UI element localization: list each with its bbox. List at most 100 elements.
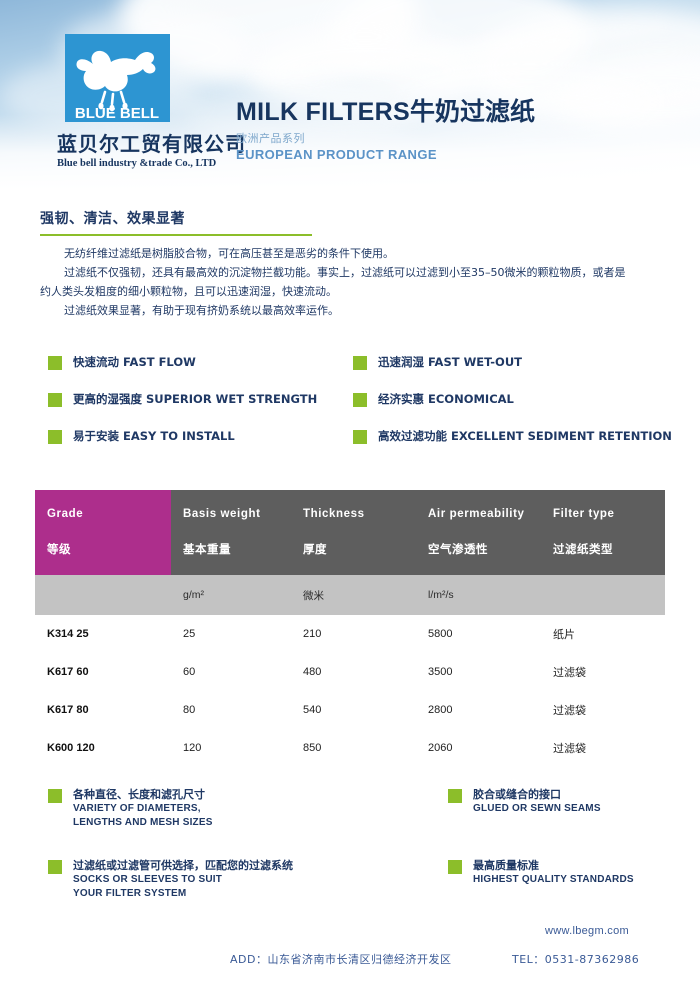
cell-filter-type: 过滤袋 — [541, 653, 665, 691]
header-en: Filter type — [553, 508, 615, 520]
header-cn: 等级 — [47, 542, 71, 556]
cell-air-permeability: 5800 — [416, 615, 541, 653]
bottom-feature-en-line1: VARIETY OF DIAMETERS, — [73, 803, 201, 814]
cell-filter-type: 过滤袋 — [541, 691, 665, 729]
table-header-filter-type: Filter type 过滤纸类型 — [541, 490, 665, 575]
cell-air-permeability: 2800 — [416, 691, 541, 729]
bullet-square-icon — [48, 393, 62, 407]
header-cn: 厚度 — [303, 542, 327, 556]
bottom-feature-item: 各种直径、长度和滤孔尺寸 VARIETY OF DIAMETERS, LENGT… — [48, 788, 448, 829]
feature-item: 高效过滤功能 EXCELLENT SEDIMENT RETENTION — [353, 429, 672, 444]
intro-paragraph: 过滤纸不仅强韧，还具有最高效的沉淀物拦截功能。事实上，过滤纸可以过滤到小至35–… — [64, 266, 626, 279]
feature-label: 易于安装 EASY TO INSTALL — [73, 429, 235, 443]
cell-grade: K617 60 — [35, 653, 171, 691]
table-row: K617 80 80 540 2800 过滤袋 — [35, 691, 665, 729]
bullet-square-icon — [353, 393, 367, 407]
company-name-cn: 蓝贝尔工贸有限公司 — [57, 132, 246, 156]
feature-row: 更高的湿强度 SUPERIOR WET STRENGTH 经济实惠 ECONOM… — [48, 392, 658, 407]
cell-grade: K600 120 — [35, 729, 171, 767]
logo-badge: BLUE BELL — [65, 34, 170, 122]
specification-table: Grade 等级 Basis weight 基本重量 Thickness 厚度 … — [35, 490, 665, 767]
feature-label: 快速流动 FAST FLOW — [73, 355, 196, 369]
logo-wordmark: BLUE BELL — [75, 105, 159, 122]
feature-list: 快速流动 FAST FLOW 迅速润湿 FAST WET-OUT 更高的湿强度 … — [48, 355, 672, 466]
unit-filter-type — [541, 575, 665, 615]
bottom-feature-cn: 各种直径、长度和滤孔尺寸 — [73, 788, 205, 801]
unit-air-permeability: l/m²/s — [416, 575, 541, 615]
bullet-square-icon — [48, 789, 62, 803]
cell-filter-type: 纸片 — [541, 615, 665, 653]
header-en: Basis weight — [183, 508, 261, 520]
cell-basis-weight: 25 — [171, 615, 291, 653]
cell-air-permeability: 2060 — [416, 729, 541, 767]
feature-label: 高效过滤功能 EXCELLENT SEDIMENT RETENTION — [378, 429, 672, 443]
cloud-streak — [250, 18, 670, 86]
bottom-feature-cn: 过滤纸或过滤管可供选择，匹配您的过滤系统 — [73, 859, 293, 872]
table-header-basis-weight: Basis weight 基本重量 — [171, 490, 291, 575]
cell-air-permeability: 3500 — [416, 653, 541, 691]
cell-thickness: 850 — [291, 729, 416, 767]
cell-filter-type: 过滤袋 — [541, 729, 665, 767]
subtitle-cn: 欧洲产品系列 — [236, 131, 305, 145]
header-cn: 基本重量 — [183, 542, 231, 556]
heading-underline — [40, 234, 312, 236]
bottom-feature-row: 各种直径、长度和滤孔尺寸 VARIETY OF DIAMETERS, LENGT… — [48, 788, 668, 829]
feature-item: 易于安装 EASY TO INSTALL — [48, 429, 353, 444]
bottom-feature-en-line1: GLUED OR SEWN SEAMS — [473, 803, 601, 814]
page-title: MILK FILTERS牛奶过滤纸 欧洲产品系列 EUROPEAN PRODUC… — [236, 98, 535, 162]
bullet-square-icon — [48, 430, 62, 444]
header-en: Grade — [47, 508, 84, 520]
bullet-square-icon — [353, 356, 367, 370]
banner-fade — [0, 114, 700, 190]
cell-basis-weight: 80 — [171, 691, 291, 729]
unit-grade — [35, 575, 171, 615]
cell-basis-weight: 60 — [171, 653, 291, 691]
unit-thickness: 微米 — [291, 575, 416, 615]
subtitle-en: EUROPEAN PRODUCT RANGE — [236, 146, 437, 162]
bottom-feature-item: 过滤纸或过滤管可供选择，匹配您的过滤系统 SOCKS OR SLEEVES TO… — [48, 859, 448, 900]
header-cn: 过滤纸类型 — [553, 542, 613, 556]
table-header-thickness: Thickness 厚度 — [291, 490, 416, 575]
footer-telephone: TEL：0531-87362986 — [512, 953, 640, 966]
cell-thickness: 480 — [291, 653, 416, 691]
table-row: K314 25 25 210 5800 纸片 — [35, 615, 665, 653]
feature-label: 迅速润湿 FAST WET-OUT — [378, 355, 522, 369]
title-cn: 牛奶过滤纸 — [409, 97, 535, 126]
cell-basis-weight: 120 — [171, 729, 291, 767]
title-line: MILK FILTERS牛奶过滤纸 — [236, 98, 535, 127]
intro-paragraph: 无纺纤维过滤纸是树脂胶合物，可在高压甚至是恶劣的条件下使用。 — [64, 247, 394, 260]
bottom-feature-en-line2: YOUR FILTER SYSTEM — [73, 888, 187, 899]
bottom-feature-item: 胶合或缝合的接口 GLUED OR SEWN SEAMS — [448, 788, 668, 829]
company-name-en: Blue bell industry &trade Co., LTD — [57, 158, 217, 169]
header-en: Air permeability — [428, 508, 525, 520]
bullet-square-icon — [448, 860, 462, 874]
brand-logo: BLUE BELL 蓝贝尔工贸有限公司 Blue bell industry &… — [57, 34, 246, 169]
feature-label: 经济实惠 ECONOMICAL — [378, 392, 514, 406]
feature-item: 更高的湿强度 SUPERIOR WET STRENGTH — [48, 392, 353, 407]
title-en: MILK FILTERS — [236, 98, 410, 126]
unit-basis-weight: g/m² — [171, 575, 291, 615]
feature-label: 更高的湿强度 SUPERIOR WET STRENGTH — [73, 392, 318, 406]
intro-paragraph: 约人类头发粗度的细小颗粒物，且可以迅速润湿，快速流动。 — [40, 285, 337, 298]
cell-grade: K617 80 — [35, 691, 171, 729]
bottom-feature-en-line1: SOCKS OR SLEEVES TO SUIT — [73, 874, 223, 885]
header-en: Thickness — [303, 508, 365, 520]
bottom-feature-text: 过滤纸或过滤管可供选择，匹配您的过滤系统 SOCKS OR SLEEVES TO… — [73, 859, 293, 900]
bottom-feature-text: 各种直径、长度和滤孔尺寸 VARIETY OF DIAMETERS, LENGT… — [73, 788, 213, 829]
intro-heading-text: 强韧、清洁、效果显著 — [40, 211, 185, 227]
cell-thickness: 210 — [291, 615, 416, 653]
bottom-feature-en-line1: HIGHEST QUALITY STANDARDS — [473, 874, 634, 885]
footer-address: ADD：山东省济南市长清区归德经济开发区 — [230, 953, 452, 966]
bullet-square-icon — [48, 860, 62, 874]
bottom-feature-cn: 最高质量标准 — [473, 859, 539, 872]
bullet-square-icon — [48, 356, 62, 370]
table-header-grade: Grade 等级 — [35, 490, 171, 575]
bottom-feature-item: 最高质量标准 HIGHEST QUALITY STANDARDS — [448, 859, 668, 900]
cow-icon: BLUE BELL — [75, 50, 159, 122]
footer-website[interactable]: www.lbegm.com — [545, 925, 629, 937]
intro-heading: 强韧、清洁、效果显著 — [40, 208, 312, 236]
table-row: K617 60 60 480 3500 过滤袋 — [35, 653, 665, 691]
feature-item: 迅速润湿 FAST WET-OUT — [353, 355, 658, 370]
bullet-square-icon — [353, 430, 367, 444]
intro-paragraphs: 无纺纤维过滤纸是树脂胶合物，可在高压甚至是恶劣的条件下使用。 过滤纸不仅强韧，还… — [40, 244, 650, 320]
